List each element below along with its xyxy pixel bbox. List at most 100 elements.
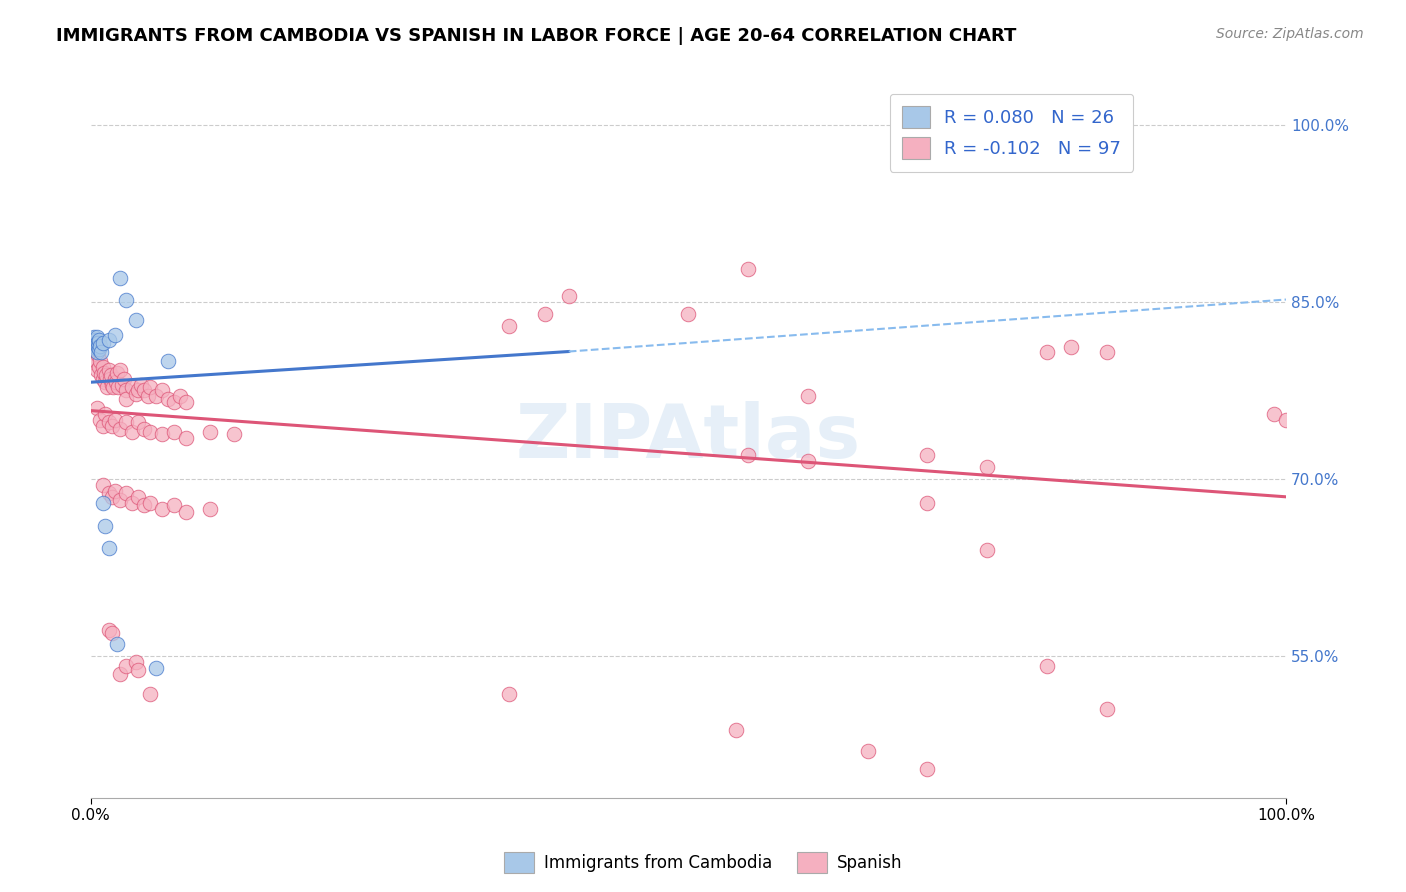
Point — [222, 427, 245, 442]
Legend: Immigrants from Cambodia, Spanish: Immigrants from Cambodia, Spanish — [496, 846, 910, 880]
Point — [115, 384, 138, 398]
Point — [145, 389, 167, 403]
Point — [91, 336, 114, 351]
Point — [134, 384, 156, 398]
Point — [174, 431, 197, 445]
Point — [87, 342, 110, 356]
Point — [150, 501, 173, 516]
Point — [498, 318, 520, 333]
Point — [1095, 702, 1118, 716]
Point — [93, 366, 115, 380]
Point — [917, 496, 939, 510]
Point — [150, 427, 173, 442]
Point — [127, 384, 149, 398]
Point — [110, 363, 132, 377]
Point — [678, 307, 700, 321]
Point — [134, 498, 156, 512]
Point — [725, 723, 748, 737]
Point — [558, 289, 581, 303]
Point — [84, 333, 107, 347]
Point — [104, 376, 127, 390]
Point — [129, 377, 152, 392]
Point — [103, 372, 125, 386]
Point — [91, 496, 114, 510]
Point — [91, 359, 114, 374]
Point — [169, 389, 191, 403]
Point — [1036, 344, 1059, 359]
Point — [121, 425, 143, 439]
Point — [134, 422, 156, 436]
Point — [115, 486, 138, 500]
Point — [145, 661, 167, 675]
Point — [98, 372, 121, 386]
Point — [94, 519, 117, 533]
Point — [856, 744, 879, 758]
Point — [110, 667, 132, 681]
Point — [115, 416, 138, 430]
Point — [127, 490, 149, 504]
Point — [139, 380, 162, 394]
Point — [112, 372, 135, 386]
Text: ZIPAtlas: ZIPAtlas — [516, 401, 860, 475]
Legend: R = 0.080   N = 26, R = -0.102   N = 97: R = 0.080 N = 26, R = -0.102 N = 97 — [890, 94, 1133, 172]
Point — [105, 638, 128, 652]
Point — [97, 541, 120, 555]
Point — [110, 422, 132, 436]
Point — [976, 543, 998, 558]
Point — [174, 505, 197, 519]
Point — [84, 340, 107, 354]
Point — [94, 407, 117, 421]
Point — [87, 348, 110, 362]
Point — [139, 425, 162, 439]
Point — [127, 664, 149, 678]
Point — [917, 762, 939, 776]
Point — [94, 376, 117, 390]
Point — [110, 271, 132, 285]
Point — [111, 377, 134, 392]
Point — [97, 624, 120, 638]
Point — [157, 392, 180, 406]
Point — [797, 389, 820, 403]
Point — [1095, 344, 1118, 359]
Point — [797, 454, 820, 468]
Point — [115, 293, 138, 307]
Point — [1275, 413, 1298, 427]
Point — [121, 496, 143, 510]
Point — [97, 416, 120, 430]
Point — [97, 333, 120, 347]
Point — [96, 368, 118, 383]
Point — [87, 340, 110, 354]
Point — [86, 330, 108, 344]
Point — [125, 387, 148, 401]
Point — [90, 368, 112, 383]
Point — [163, 498, 186, 512]
Point — [110, 493, 132, 508]
Text: Source: ZipAtlas.com: Source: ZipAtlas.com — [1216, 27, 1364, 41]
Point — [1036, 658, 1059, 673]
Point — [86, 363, 108, 377]
Point — [139, 496, 162, 510]
Point — [163, 395, 186, 409]
Point — [534, 307, 557, 321]
Point — [97, 363, 120, 377]
Point — [87, 333, 110, 347]
Point — [83, 342, 105, 356]
Point — [125, 655, 148, 669]
Point — [107, 380, 129, 394]
Point — [91, 419, 114, 434]
Point — [89, 338, 111, 352]
Point — [103, 328, 125, 343]
Point — [115, 658, 138, 673]
Point — [87, 336, 110, 351]
Point — [115, 392, 138, 406]
Point — [83, 336, 105, 351]
Point — [96, 380, 118, 394]
Point — [86, 336, 108, 351]
Point — [136, 389, 159, 403]
Point — [174, 395, 197, 409]
Point — [91, 478, 114, 492]
Point — [498, 687, 520, 701]
Point — [101, 377, 124, 392]
Point — [101, 490, 124, 504]
Point — [139, 687, 162, 701]
